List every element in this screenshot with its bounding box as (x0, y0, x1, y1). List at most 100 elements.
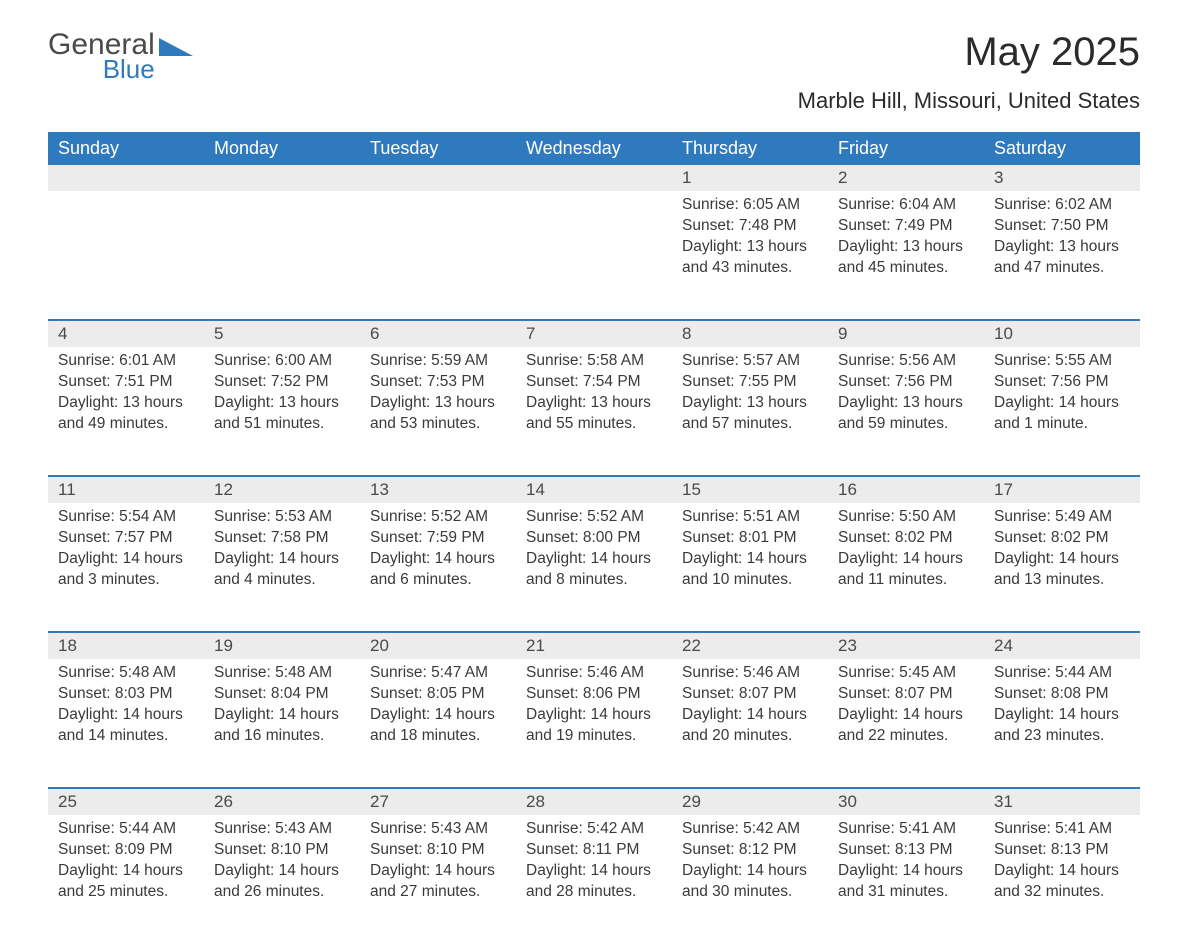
day-number: 31 (984, 787, 1140, 815)
day-number: 4 (48, 319, 204, 347)
day-cell: Sunrise: 5:57 AMSunset: 7:55 PMDaylight:… (672, 347, 828, 475)
day-number: 29 (672, 787, 828, 815)
day-content: Sunrise: 5:41 AMSunset: 8:13 PMDaylight:… (828, 815, 984, 911)
sunset-line: Sunset: 8:00 PM (526, 528, 662, 549)
day-cell: Sunrise: 5:51 AMSunset: 8:01 PMDaylight:… (672, 503, 828, 631)
day-cell (204, 191, 360, 319)
day-cell: Sunrise: 5:47 AMSunset: 8:05 PMDaylight:… (360, 659, 516, 787)
sunrise-line: Sunrise: 5:58 AM (526, 351, 662, 372)
sunrise-line: Sunrise: 5:48 AM (58, 663, 194, 684)
calendar-table: SundayMondayTuesdayWednesdayThursdayFrid… (48, 132, 1140, 943)
day-content: Sunrise: 5:58 AMSunset: 7:54 PMDaylight:… (516, 347, 672, 443)
day-cell: Sunrise: 5:46 AMSunset: 8:06 PMDaylight:… (516, 659, 672, 787)
day-content-row: Sunrise: 6:05 AMSunset: 7:48 PMDaylight:… (48, 191, 1140, 319)
weekday-header: Saturday (984, 132, 1140, 165)
day-cell: Sunrise: 5:49 AMSunset: 8:02 PMDaylight:… (984, 503, 1140, 631)
sunrise-line: Sunrise: 5:46 AM (526, 663, 662, 684)
day-content: Sunrise: 5:52 AMSunset: 8:00 PMDaylight:… (516, 503, 672, 599)
day-content: Sunrise: 5:59 AMSunset: 7:53 PMDaylight:… (360, 347, 516, 443)
page-title: May 2025 (964, 30, 1140, 75)
day-number: 21 (516, 631, 672, 659)
day-cell: Sunrise: 5:44 AMSunset: 8:08 PMDaylight:… (984, 659, 1140, 787)
day-number: 30 (828, 787, 984, 815)
weekday-header: Friday (828, 132, 984, 165)
sunset-line: Sunset: 7:56 PM (994, 372, 1130, 393)
daylight-line: Daylight: 13 hours and 43 minutes. (682, 237, 818, 279)
empty-day (48, 165, 204, 191)
sunrise-line: Sunrise: 5:44 AM (994, 663, 1130, 684)
sunrise-line: Sunrise: 5:44 AM (58, 819, 194, 840)
daylight-line: Daylight: 14 hours and 6 minutes. (370, 549, 506, 591)
daylight-line: Daylight: 14 hours and 8 minutes. (526, 549, 662, 591)
daynum-row: 123 (48, 165, 1140, 191)
brand-logo: General Blue (48, 30, 193, 82)
sunset-line: Sunset: 8:07 PM (838, 684, 974, 705)
sunset-line: Sunset: 7:48 PM (682, 216, 818, 237)
day-content: Sunrise: 5:48 AMSunset: 8:04 PMDaylight:… (204, 659, 360, 755)
sunset-line: Sunset: 7:51 PM (58, 372, 194, 393)
day-content: Sunrise: 5:51 AMSunset: 8:01 PMDaylight:… (672, 503, 828, 599)
day-cell: Sunrise: 5:58 AMSunset: 7:54 PMDaylight:… (516, 347, 672, 475)
day-number: 17 (984, 475, 1140, 503)
day-number: 15 (672, 475, 828, 503)
empty-day (204, 165, 360, 191)
day-cell: Sunrise: 6:02 AMSunset: 7:50 PMDaylight:… (984, 191, 1140, 319)
sunset-line: Sunset: 8:05 PM (370, 684, 506, 705)
sunrise-line: Sunrise: 5:53 AM (214, 507, 350, 528)
daylight-line: Daylight: 14 hours and 18 minutes. (370, 705, 506, 747)
day-cell: Sunrise: 5:46 AMSunset: 8:07 PMDaylight:… (672, 659, 828, 787)
sunrise-line: Sunrise: 5:48 AM (214, 663, 350, 684)
day-cell: Sunrise: 6:01 AMSunset: 7:51 PMDaylight:… (48, 347, 204, 475)
day-content: Sunrise: 6:04 AMSunset: 7:49 PMDaylight:… (828, 191, 984, 287)
day-content: Sunrise: 5:49 AMSunset: 8:02 PMDaylight:… (984, 503, 1140, 599)
day-content-row: Sunrise: 5:44 AMSunset: 8:09 PMDaylight:… (48, 815, 1140, 943)
day-content-row: Sunrise: 6:01 AMSunset: 7:51 PMDaylight:… (48, 347, 1140, 475)
day-cell: Sunrise: 5:56 AMSunset: 7:56 PMDaylight:… (828, 347, 984, 475)
day-cell: Sunrise: 5:50 AMSunset: 8:02 PMDaylight:… (828, 503, 984, 631)
daylight-line: Daylight: 13 hours and 47 minutes. (994, 237, 1130, 279)
day-cell: Sunrise: 5:55 AMSunset: 7:56 PMDaylight:… (984, 347, 1140, 475)
brand-triangle-icon (159, 34, 193, 56)
daylight-line: Daylight: 13 hours and 53 minutes. (370, 393, 506, 435)
daylight-line: Daylight: 14 hours and 3 minutes. (58, 549, 194, 591)
daylight-line: Daylight: 14 hours and 4 minutes. (214, 549, 350, 591)
sunset-line: Sunset: 8:10 PM (370, 840, 506, 861)
daylight-line: Daylight: 13 hours and 51 minutes. (214, 393, 350, 435)
day-cell: Sunrise: 5:45 AMSunset: 8:07 PMDaylight:… (828, 659, 984, 787)
daylight-line: Daylight: 14 hours and 11 minutes. (838, 549, 974, 591)
sunrise-line: Sunrise: 5:41 AM (994, 819, 1130, 840)
day-content: Sunrise: 5:44 AMSunset: 8:08 PMDaylight:… (984, 659, 1140, 755)
sunrise-line: Sunrise: 6:02 AM (994, 195, 1130, 216)
day-number: 16 (828, 475, 984, 503)
sunrise-line: Sunrise: 5:43 AM (370, 819, 506, 840)
day-number: 22 (672, 631, 828, 659)
day-content: Sunrise: 5:46 AMSunset: 8:06 PMDaylight:… (516, 659, 672, 755)
weekday-header: Thursday (672, 132, 828, 165)
sunrise-line: Sunrise: 6:05 AM (682, 195, 818, 216)
day-cell: Sunrise: 5:42 AMSunset: 8:12 PMDaylight:… (672, 815, 828, 943)
sunrise-line: Sunrise: 5:52 AM (526, 507, 662, 528)
sunset-line: Sunset: 8:12 PM (682, 840, 818, 861)
weekday-header: Wednesday (516, 132, 672, 165)
daylight-line: Daylight: 13 hours and 59 minutes. (838, 393, 974, 435)
day-number: 20 (360, 631, 516, 659)
day-cell: Sunrise: 5:43 AMSunset: 8:10 PMDaylight:… (204, 815, 360, 943)
daylight-line: Daylight: 14 hours and 20 minutes. (682, 705, 818, 747)
daylight-line: Daylight: 14 hours and 22 minutes. (838, 705, 974, 747)
sunset-line: Sunset: 7:58 PM (214, 528, 350, 549)
empty-day (516, 165, 672, 191)
sunset-line: Sunset: 8:01 PM (682, 528, 818, 549)
daynum-row: 45678910 (48, 319, 1140, 347)
daynum-row: 25262728293031 (48, 787, 1140, 815)
day-content: Sunrise: 5:45 AMSunset: 8:07 PMDaylight:… (828, 659, 984, 755)
day-cell (48, 191, 204, 319)
day-content: Sunrise: 6:00 AMSunset: 7:52 PMDaylight:… (204, 347, 360, 443)
sunrise-line: Sunrise: 5:55 AM (994, 351, 1130, 372)
day-cell: Sunrise: 5:54 AMSunset: 7:57 PMDaylight:… (48, 503, 204, 631)
daylight-line: Daylight: 14 hours and 13 minutes. (994, 549, 1130, 591)
day-cell: Sunrise: 5:44 AMSunset: 8:09 PMDaylight:… (48, 815, 204, 943)
sunset-line: Sunset: 7:53 PM (370, 372, 506, 393)
day-number: 25 (48, 787, 204, 815)
empty-day (360, 165, 516, 191)
day-cell: Sunrise: 5:48 AMSunset: 8:03 PMDaylight:… (48, 659, 204, 787)
